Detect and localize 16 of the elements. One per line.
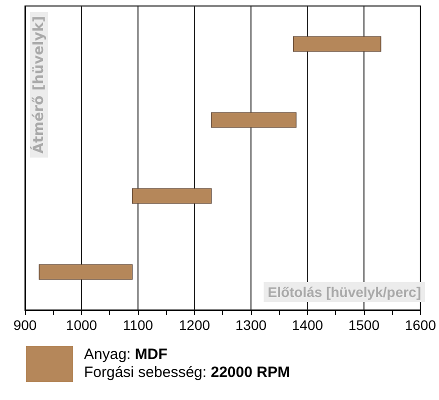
bar xyxy=(293,36,382,52)
x-tick-label: 1200 xyxy=(178,317,210,333)
x-tick-label: 1500 xyxy=(348,317,380,333)
x-tick-label: 1600 xyxy=(404,317,436,333)
bar xyxy=(211,112,296,128)
y-axis-title: Átmérő [hüvelyk] xyxy=(30,16,47,154)
x-tick-label: 1000 xyxy=(66,317,98,333)
bar xyxy=(38,264,133,280)
bar xyxy=(132,188,212,204)
text: Anyag: MDF xyxy=(84,346,168,364)
x-axis-title: Előtolás [hüvelyk/perc] xyxy=(268,284,422,300)
x-tick-label: 1300 xyxy=(235,317,267,333)
text: Forgási sebesség: 22000 RPM xyxy=(84,364,290,382)
x-tick-label: 900 xyxy=(13,317,37,333)
x-tick-label: 1100 xyxy=(122,317,154,333)
x-tick-label: 1400 xyxy=(292,317,324,333)
